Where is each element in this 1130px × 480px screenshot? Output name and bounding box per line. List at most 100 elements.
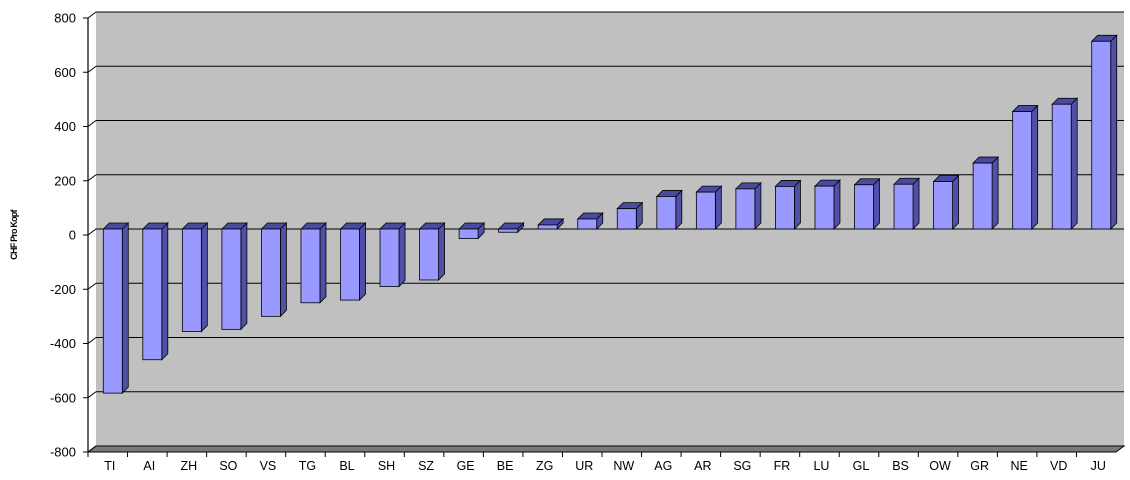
bar-JU (1090, 34, 1118, 230)
bar-side (280, 222, 287, 318)
y-tick-label: 800 (54, 11, 76, 26)
bar-UR (576, 211, 604, 230)
y-tick-label: 400 (54, 119, 76, 134)
bar-front (1091, 40, 1112, 230)
bar-side (1031, 104, 1039, 230)
gridline-side (87, 282, 97, 290)
bar-SG (734, 181, 762, 230)
x-tick-label: BL (339, 459, 354, 473)
bar-side (912, 177, 920, 230)
bar-side (754, 181, 762, 230)
x-tick-label: AR (694, 459, 711, 473)
bar-front (854, 184, 874, 230)
x-tick-label: FR (774, 459, 791, 473)
x-tick-label: ZH (181, 459, 198, 473)
bar-AG (655, 189, 683, 230)
bar-front (181, 228, 202, 332)
x-tick-label: VD (1050, 459, 1067, 473)
bar-front (1051, 103, 1072, 230)
gridline-side (87, 65, 97, 73)
bar-side (833, 179, 841, 230)
bar-side (675, 189, 683, 230)
bar-OW (932, 174, 960, 230)
x-tick-label: SZ (418, 459, 434, 473)
bar-BE (497, 222, 525, 234)
bar-side (1070, 97, 1078, 230)
gridline-side (87, 120, 97, 127)
x-tick-label: SG (733, 459, 751, 473)
x-tick-label: AI (143, 459, 155, 473)
y-tick-label: -600 (50, 390, 76, 405)
x-tick-label: UR (575, 459, 593, 473)
bar-side (873, 177, 880, 230)
bar-side (438, 222, 445, 281)
bar-front (893, 183, 914, 230)
bar-front (775, 186, 795, 230)
bar-side (714, 185, 722, 230)
bar-front (458, 228, 479, 239)
bar-front (537, 224, 558, 230)
bar-front (142, 228, 163, 361)
bar-side (1110, 34, 1118, 230)
bar-SH (379, 222, 407, 288)
x-tick-label: OW (929, 459, 951, 473)
bar-side (161, 222, 169, 361)
gridline-side (87, 445, 97, 453)
bar-NW (616, 201, 644, 230)
bar-side (794, 179, 801, 230)
bar-front (933, 181, 953, 230)
bar-TI (102, 222, 130, 395)
y-tick-label: 600 (54, 65, 76, 80)
bar-VD (1051, 97, 1079, 230)
bar-front (695, 191, 716, 230)
bar-front (379, 228, 400, 287)
bar-NE (1011, 104, 1039, 230)
bar-side (200, 222, 208, 333)
x-tick-label: SO (219, 459, 237, 473)
y-axis-ticks: 800 600 400 200 0 -200 -400 -600 -800 (50, 11, 88, 460)
x-tick-label: JU (1091, 459, 1106, 473)
x-axis-labels: TI AI ZH SO VS TG BL SH SZ GE BE ZG UR NW AG AR SG FR LU GL… (87, 452, 1106, 473)
bar-AR (695, 185, 723, 230)
bar-side (240, 222, 248, 331)
bar-GE (458, 222, 486, 240)
bar-GR (972, 156, 1000, 230)
bar-GL (853, 177, 881, 230)
x-tick-label: VS (260, 459, 277, 473)
bar-front (419, 228, 439, 281)
bar-SZ (418, 222, 446, 281)
bar-FR (774, 179, 802, 230)
bar-front (300, 228, 321, 304)
bar-side (398, 222, 406, 288)
y-tick-label: -200 (50, 282, 76, 297)
bar-VS (260, 222, 288, 318)
bars (102, 34, 1118, 395)
x-tick-label: NW (613, 459, 634, 473)
bar-front (340, 228, 360, 301)
bar-BL (339, 222, 367, 302)
bar-LU (813, 179, 841, 230)
x-tick-label: SH (378, 459, 395, 473)
bar-front (735, 188, 756, 230)
bar-side (991, 156, 999, 230)
bar-front (656, 196, 677, 230)
bar-SO (220, 222, 248, 331)
y-axis-label: CHF Pro Kopf (9, 209, 19, 260)
bar-front (498, 228, 519, 233)
x-tick-label: TI (104, 459, 115, 473)
x-tick-label: NE (1010, 459, 1027, 473)
x-tick-label: GL (853, 459, 870, 473)
x-tick-label: LU (813, 459, 829, 473)
bar-front (261, 228, 281, 317)
bar-side (359, 222, 366, 302)
bar-BS (893, 177, 921, 230)
y-tick-label: 0 (69, 228, 76, 243)
gridline-side (87, 174, 97, 182)
x-tick-label: BE (497, 459, 514, 473)
bar-ZH (181, 222, 209, 333)
bar-AI (141, 222, 169, 361)
bar-front (1012, 111, 1033, 230)
bar-front (814, 185, 835, 230)
